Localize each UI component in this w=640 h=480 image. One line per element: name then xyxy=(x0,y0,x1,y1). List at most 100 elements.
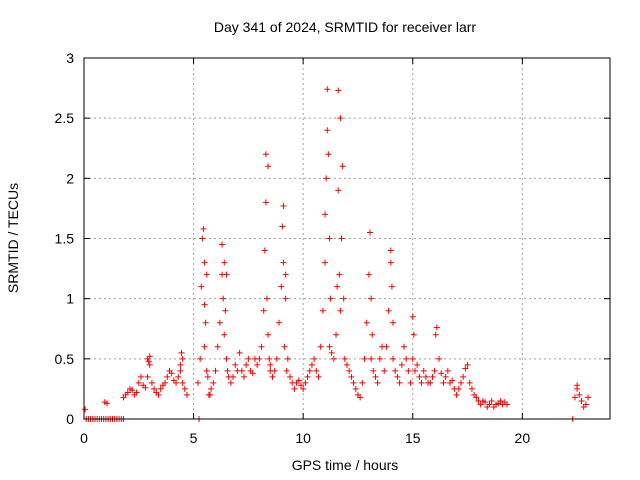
data-point xyxy=(396,379,403,386)
data-point xyxy=(468,385,475,392)
data-point xyxy=(124,389,131,396)
data-point xyxy=(258,343,265,350)
data-point xyxy=(323,175,330,182)
data-point xyxy=(280,203,287,210)
data-point xyxy=(142,384,149,391)
data-point xyxy=(262,199,269,206)
data-point xyxy=(145,358,152,365)
x-axis-label: GPS time / hours xyxy=(292,457,399,473)
data-points-layer xyxy=(82,86,592,422)
data-point xyxy=(405,367,412,374)
data-point xyxy=(236,349,243,356)
y-tick-label: 1.5 xyxy=(55,231,75,247)
data-point xyxy=(431,367,438,374)
data-point xyxy=(385,307,392,314)
data-point xyxy=(392,367,399,374)
data-point xyxy=(256,355,263,362)
data-point xyxy=(175,373,182,380)
data-point xyxy=(582,401,589,408)
data-point xyxy=(306,367,313,374)
tick-label-layer: 0 0.5 1 1.5 2 2.5 3 0 5 10 15 20 xyxy=(55,50,531,446)
data-point xyxy=(280,259,287,266)
y-tick-label: 0 xyxy=(66,411,74,427)
data-point xyxy=(325,151,332,158)
data-point xyxy=(376,355,383,362)
data-point xyxy=(216,319,223,326)
data-point xyxy=(571,394,578,401)
data-point xyxy=(238,367,245,374)
data-point xyxy=(283,367,290,374)
data-point xyxy=(585,394,592,401)
data-point xyxy=(202,319,209,326)
data-point xyxy=(340,295,347,302)
data-point xyxy=(278,283,285,290)
data-point xyxy=(295,377,302,384)
x-tick-label: 20 xyxy=(515,430,531,446)
data-point xyxy=(308,361,315,368)
data-point xyxy=(326,343,333,350)
data-point xyxy=(82,406,89,413)
data-point xyxy=(327,295,334,302)
data-point xyxy=(177,361,184,368)
data-point xyxy=(223,271,230,278)
data-point xyxy=(177,367,184,374)
data-point xyxy=(361,355,368,362)
data-point xyxy=(330,355,337,362)
data-point xyxy=(409,313,416,320)
x-tick-label: 10 xyxy=(295,430,311,446)
data-point xyxy=(271,367,278,374)
data-point xyxy=(341,355,348,362)
data-point xyxy=(337,307,344,314)
data-point xyxy=(352,385,359,392)
data-point xyxy=(455,385,462,392)
data-point xyxy=(249,370,256,377)
data-point xyxy=(279,223,286,230)
data-point xyxy=(477,401,484,408)
data-point xyxy=(201,259,208,266)
data-point xyxy=(222,307,229,314)
data-point xyxy=(387,247,394,254)
data-point xyxy=(411,367,418,374)
data-point xyxy=(203,367,210,374)
data-point xyxy=(368,355,375,362)
data-point xyxy=(148,379,155,386)
data-point xyxy=(317,343,324,350)
data-point xyxy=(503,401,510,408)
data-point xyxy=(129,387,136,394)
data-point xyxy=(370,367,377,374)
data-point xyxy=(315,373,322,380)
data-point xyxy=(410,331,417,338)
data-point xyxy=(265,331,272,338)
data-point xyxy=(219,241,226,248)
data-point xyxy=(416,373,423,380)
data-point xyxy=(261,247,268,254)
data-point xyxy=(291,385,298,392)
x-tick-label: 15 xyxy=(405,430,421,446)
data-point xyxy=(457,379,464,386)
data-point xyxy=(214,343,221,350)
data-point xyxy=(453,391,460,398)
y-tick-label: 3 xyxy=(66,50,74,66)
data-point xyxy=(427,379,434,386)
data-point xyxy=(464,361,471,368)
data-point xyxy=(157,385,164,392)
data-point xyxy=(227,379,234,386)
y-tick-label: 0.5 xyxy=(55,351,75,367)
data-point xyxy=(324,86,331,93)
data-point xyxy=(276,319,283,326)
data-point xyxy=(179,355,186,362)
data-point xyxy=(245,355,252,362)
data-point xyxy=(407,379,414,386)
data-point xyxy=(359,379,366,386)
data-point xyxy=(387,259,394,266)
data-point xyxy=(322,259,329,266)
data-point xyxy=(367,229,374,236)
data-point xyxy=(212,367,219,374)
data-point xyxy=(322,211,329,218)
data-point xyxy=(198,283,205,290)
data-point xyxy=(311,355,318,362)
data-point xyxy=(260,307,267,314)
data-point xyxy=(326,235,333,242)
data-point xyxy=(262,151,269,158)
